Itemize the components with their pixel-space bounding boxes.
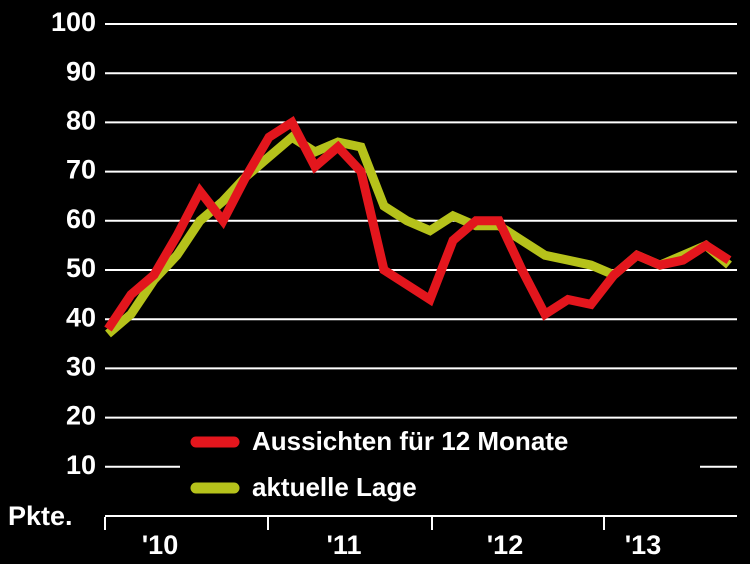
x-tick-label: '13 xyxy=(625,530,661,560)
y-tick-label: 80 xyxy=(66,106,96,136)
y-tick-label: 30 xyxy=(66,352,96,382)
y-tick-label: 20 xyxy=(66,401,96,431)
series-line xyxy=(104,115,732,332)
legend-label: Aussichten für 12 Monate xyxy=(252,426,568,456)
x-axis-ticks xyxy=(104,517,605,530)
y-tick-label: Pkte. xyxy=(8,501,73,531)
y-tick-label: 50 xyxy=(66,253,96,283)
y-tick-label: 60 xyxy=(66,204,96,234)
legend: Aussichten für 12 Monate aktuelle Lage xyxy=(180,420,700,510)
y-tick-label: 40 xyxy=(66,302,96,332)
legend-label: aktuelle Lage xyxy=(252,472,417,502)
x-tick-label: '10 xyxy=(142,530,178,560)
x-tick-label: '12 xyxy=(487,530,523,560)
y-tick-label: 90 xyxy=(66,56,96,86)
legend-box xyxy=(180,420,700,510)
y-tick-label: 100 xyxy=(51,7,96,37)
y-tick-label: 10 xyxy=(66,450,96,480)
lines xyxy=(104,115,732,338)
y-tick-label: 70 xyxy=(66,155,96,185)
x-tick-label: '11 xyxy=(327,530,362,560)
